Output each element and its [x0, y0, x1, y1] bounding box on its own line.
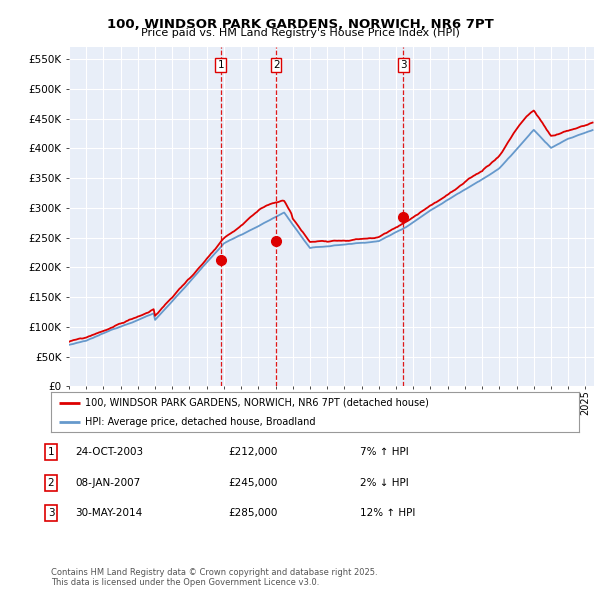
Text: 3: 3	[47, 509, 55, 518]
Text: 2: 2	[273, 60, 280, 70]
Text: £245,000: £245,000	[228, 478, 277, 487]
Text: Price paid vs. HM Land Registry's House Price Index (HPI): Price paid vs. HM Land Registry's House …	[140, 28, 460, 38]
Text: 2: 2	[47, 478, 55, 487]
Text: 1: 1	[47, 447, 55, 457]
Text: 100, WINDSOR PARK GARDENS, NORWICH, NR6 7PT (detached house): 100, WINDSOR PARK GARDENS, NORWICH, NR6 …	[85, 398, 429, 408]
Text: 24-OCT-2003: 24-OCT-2003	[75, 447, 143, 457]
Text: 08-JAN-2007: 08-JAN-2007	[75, 478, 140, 487]
Text: £212,000: £212,000	[228, 447, 277, 457]
Text: 30-MAY-2014: 30-MAY-2014	[75, 509, 142, 518]
Text: Contains HM Land Registry data © Crown copyright and database right 2025.
This d: Contains HM Land Registry data © Crown c…	[51, 568, 377, 587]
Text: 7% ↑ HPI: 7% ↑ HPI	[360, 447, 409, 457]
Text: 2% ↓ HPI: 2% ↓ HPI	[360, 478, 409, 487]
Text: 100, WINDSOR PARK GARDENS, NORWICH, NR6 7PT: 100, WINDSOR PARK GARDENS, NORWICH, NR6 …	[107, 18, 493, 31]
Text: 12% ↑ HPI: 12% ↑ HPI	[360, 509, 415, 518]
Text: HPI: Average price, detached house, Broadland: HPI: Average price, detached house, Broa…	[85, 417, 316, 427]
Text: 1: 1	[217, 60, 224, 70]
Text: £285,000: £285,000	[228, 509, 277, 518]
Text: 3: 3	[400, 60, 406, 70]
